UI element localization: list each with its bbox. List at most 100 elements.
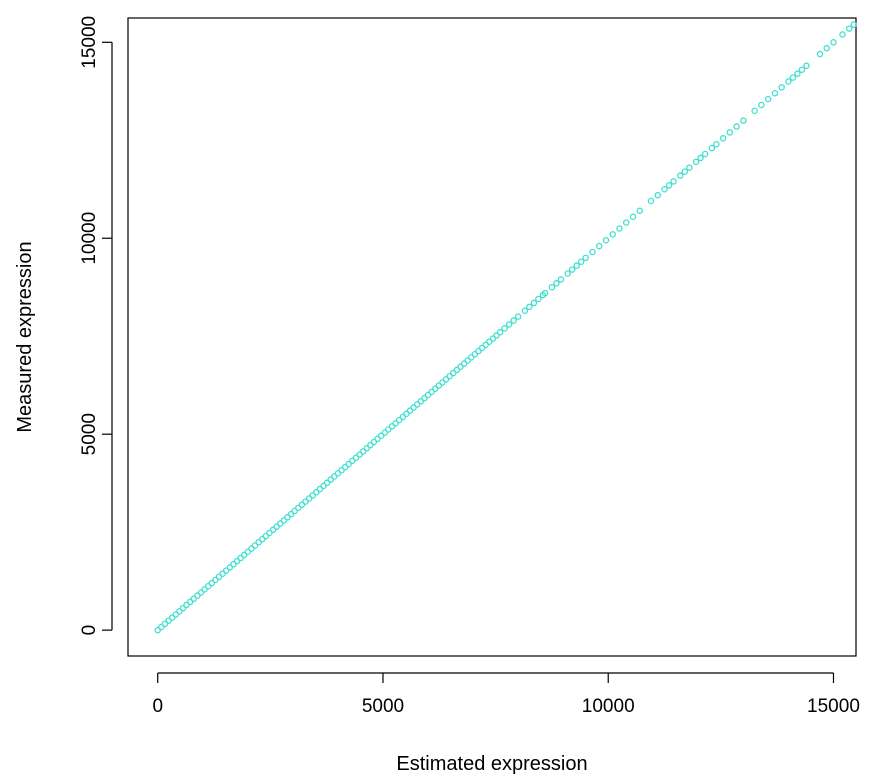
data-point bbox=[681, 168, 689, 175]
data-point bbox=[158, 623, 165, 631]
data-point bbox=[845, 25, 853, 32]
data-point bbox=[309, 492, 316, 499]
data-point bbox=[302, 498, 309, 505]
data-point bbox=[647, 197, 655, 205]
data-point bbox=[334, 470, 342, 477]
data-point bbox=[190, 595, 198, 603]
data-point bbox=[298, 501, 306, 508]
data-point bbox=[701, 150, 709, 158]
data-point bbox=[629, 213, 637, 220]
y-axis-label: Measured expression bbox=[14, 241, 36, 432]
data-point bbox=[602, 236, 610, 244]
data-point bbox=[295, 504, 302, 512]
data-point bbox=[222, 567, 230, 574]
data-point bbox=[450, 369, 457, 377]
data-point bbox=[403, 410, 410, 418]
data-point bbox=[341, 463, 349, 471]
data-point bbox=[442, 376, 450, 383]
data-point bbox=[839, 31, 846, 38]
y-axis: 0 5000 10000 15000 bbox=[79, 16, 113, 635]
data-point bbox=[830, 39, 837, 46]
data-point bbox=[460, 360, 468, 367]
data-point bbox=[410, 404, 417, 411]
data-point bbox=[374, 435, 381, 443]
data-point bbox=[258, 535, 266, 543]
data-point bbox=[172, 611, 179, 618]
data-point bbox=[582, 254, 589, 262]
data-point bbox=[165, 617, 172, 624]
data-point bbox=[388, 423, 396, 430]
data-point bbox=[661, 186, 668, 193]
data-point bbox=[468, 354, 475, 361]
data-point bbox=[392, 419, 399, 427]
data-point bbox=[686, 164, 693, 171]
data-point bbox=[568, 266, 576, 273]
data-point bbox=[573, 262, 580, 269]
data-point bbox=[370, 438, 378, 446]
x-tick-label: 0 bbox=[152, 696, 163, 717]
points-layer bbox=[154, 21, 858, 634]
data-point bbox=[266, 529, 273, 537]
data-point bbox=[424, 391, 432, 399]
x-tick-label: 5000 bbox=[362, 696, 404, 717]
data-point bbox=[320, 482, 327, 490]
data-point bbox=[381, 429, 389, 436]
data-point bbox=[726, 129, 734, 136]
data-point bbox=[740, 117, 747, 124]
data-point bbox=[530, 299, 538, 307]
x-tick-label: 10000 bbox=[582, 696, 635, 717]
data-point bbox=[823, 44, 830, 52]
data-point bbox=[457, 363, 464, 371]
data-point bbox=[204, 582, 212, 590]
data-point bbox=[654, 191, 662, 199]
data-point bbox=[521, 307, 529, 314]
data-point bbox=[367, 441, 374, 449]
x-tick-label: 15000 bbox=[807, 696, 860, 717]
data-point bbox=[395, 416, 403, 424]
data-point bbox=[553, 280, 560, 287]
data-point bbox=[557, 276, 565, 283]
data-point bbox=[493, 332, 500, 339]
data-point bbox=[816, 50, 824, 58]
data-point bbox=[475, 347, 482, 355]
data-point bbox=[577, 258, 585, 266]
data-point bbox=[161, 620, 169, 628]
data-point bbox=[323, 479, 331, 487]
data-point bbox=[251, 542, 259, 549]
data-point bbox=[496, 329, 504, 336]
data-point bbox=[708, 144, 716, 152]
data-point bbox=[609, 231, 616, 238]
data-point bbox=[616, 225, 623, 232]
data-point bbox=[464, 357, 471, 364]
data-point bbox=[778, 84, 785, 91]
y-tick-label: 10000 bbox=[79, 212, 100, 265]
data-point bbox=[230, 561, 237, 568]
data-point bbox=[526, 303, 533, 311]
data-point bbox=[316, 485, 324, 493]
data-point bbox=[406, 407, 414, 414]
data-point bbox=[349, 457, 356, 465]
data-point bbox=[589, 248, 596, 256]
data-point bbox=[197, 589, 205, 596]
data-point bbox=[255, 539, 262, 546]
data-point bbox=[284, 514, 291, 521]
data-point bbox=[385, 426, 392, 433]
data-point bbox=[327, 476, 334, 483]
data-point bbox=[486, 338, 493, 345]
data-point bbox=[564, 270, 571, 277]
data-point bbox=[636, 207, 644, 215]
data-point bbox=[501, 325, 508, 332]
data-point bbox=[489, 335, 497, 342]
data-point bbox=[331, 473, 338, 480]
data-point bbox=[176, 608, 183, 615]
data-point bbox=[352, 454, 360, 461]
data-point bbox=[803, 62, 810, 70]
data-point bbox=[595, 242, 603, 250]
data-point bbox=[719, 135, 727, 142]
data-point bbox=[345, 460, 352, 468]
data-point bbox=[510, 317, 517, 324]
data-point bbox=[280, 517, 288, 524]
plot-frame bbox=[127, 17, 857, 657]
data-point bbox=[541, 289, 549, 297]
data-point bbox=[244, 548, 252, 556]
